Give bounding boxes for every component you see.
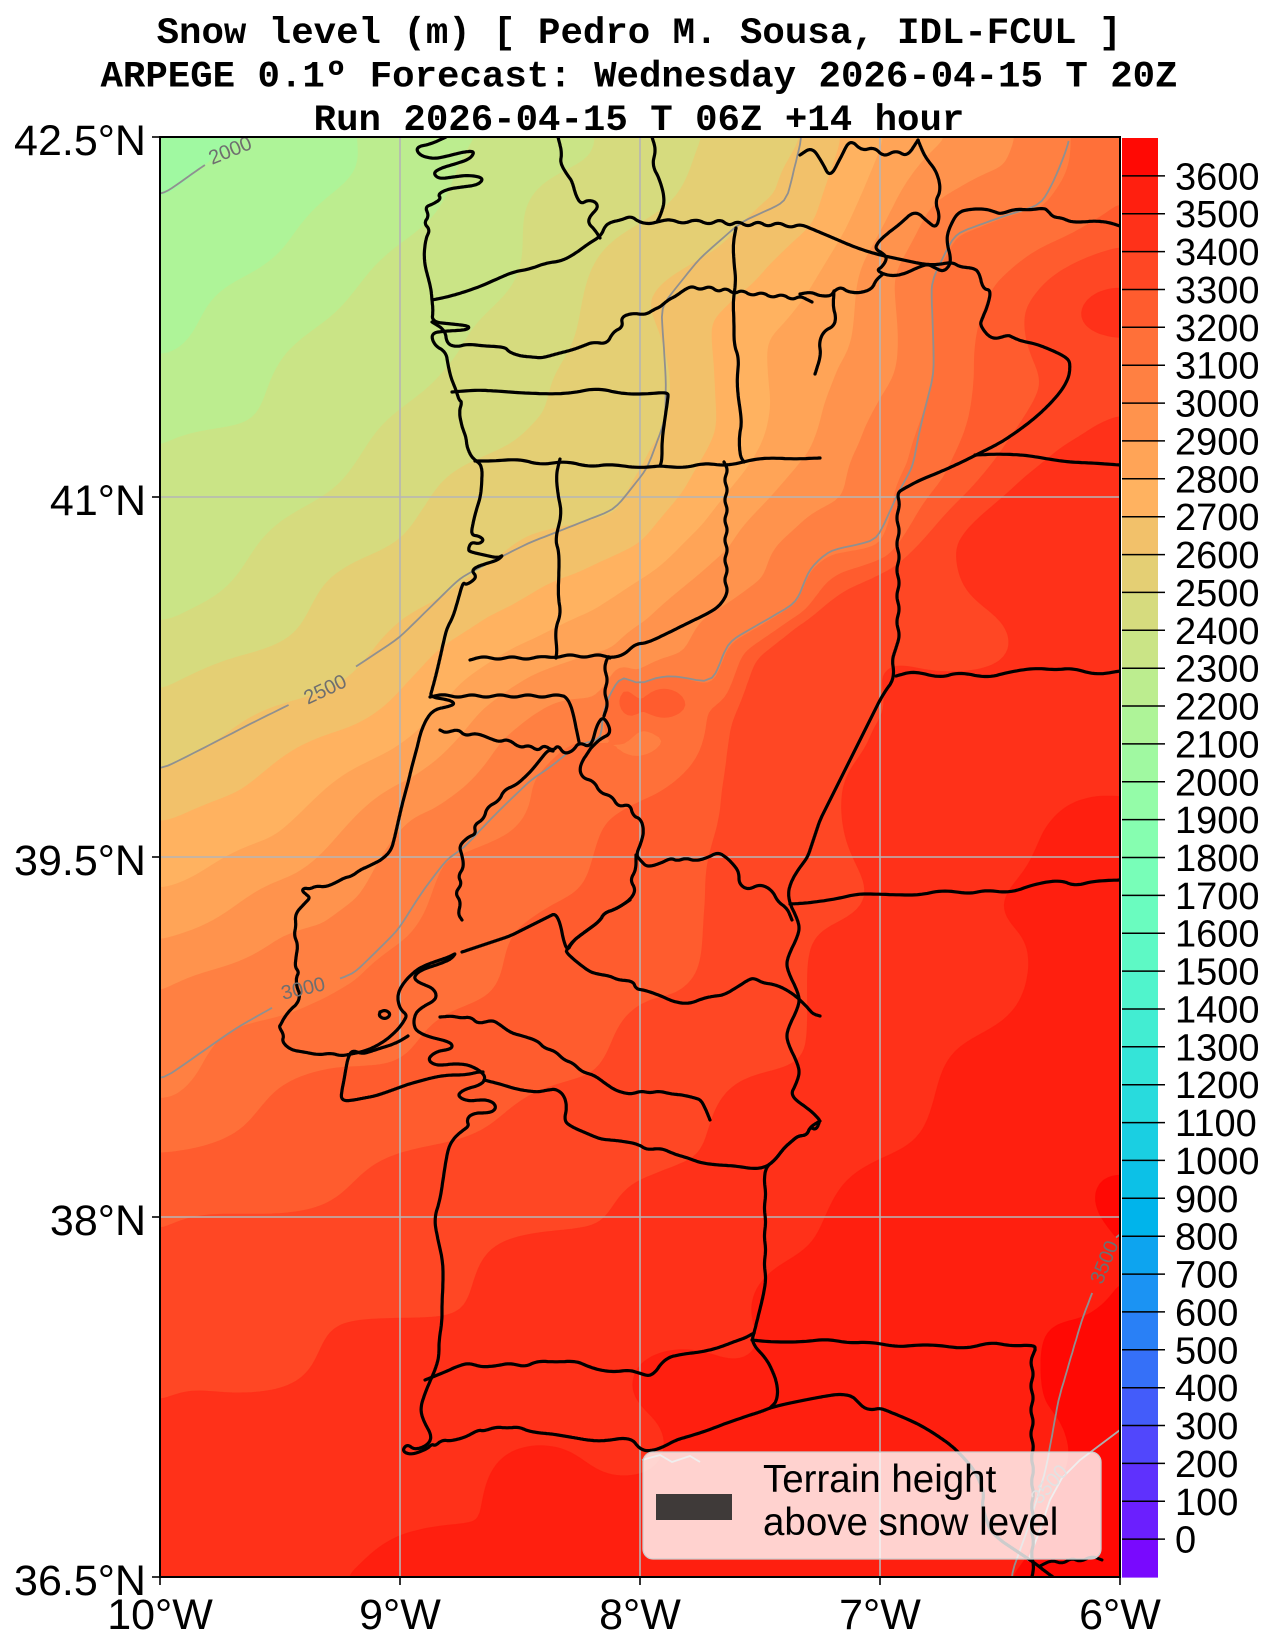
svg-text:800: 800 bbox=[1175, 1217, 1238, 1259]
svg-text:3200: 3200 bbox=[1175, 308, 1260, 350]
svg-text:3300: 3300 bbox=[1175, 270, 1260, 312]
svg-text:600: 600 bbox=[1175, 1292, 1238, 1334]
svg-text:1300: 1300 bbox=[1175, 1027, 1260, 1069]
svg-text:ARPEGE 0.1º Forecast: Wednesda: ARPEGE 0.1º Forecast: Wednesday 2026-04-… bbox=[100, 57, 1177, 99]
svg-text:39.5°N: 39.5°N bbox=[14, 837, 146, 885]
svg-text:1600: 1600 bbox=[1175, 914, 1260, 956]
svg-text:Terrain height: Terrain height bbox=[763, 1458, 997, 1501]
svg-text:1500: 1500 bbox=[1175, 952, 1260, 994]
svg-text:700: 700 bbox=[1175, 1255, 1238, 1297]
svg-text:100: 100 bbox=[1175, 1482, 1238, 1524]
svg-text:36.5°N: 36.5°N bbox=[14, 1557, 146, 1605]
svg-text:41°N: 41°N bbox=[50, 477, 146, 525]
svg-text:Snow level (m) [ Pedro M. Sous: Snow level (m) [ Pedro M. Sousa, IDL-FCU… bbox=[157, 13, 1122, 55]
svg-text:3000: 3000 bbox=[1175, 384, 1260, 426]
svg-text:2700: 2700 bbox=[1175, 497, 1260, 539]
svg-text:3500: 3500 bbox=[1175, 194, 1260, 236]
svg-text:1000: 1000 bbox=[1175, 1141, 1260, 1183]
svg-text:200: 200 bbox=[1175, 1444, 1238, 1486]
svg-text:900: 900 bbox=[1175, 1179, 1238, 1221]
svg-text:Run 2026-04-15 T 06Z +14 hour: Run 2026-04-15 T 06Z +14 hour bbox=[314, 100, 965, 142]
svg-text:2300: 2300 bbox=[1175, 649, 1260, 691]
svg-text:2100: 2100 bbox=[1175, 724, 1260, 766]
svg-text:1900: 1900 bbox=[1175, 800, 1260, 842]
svg-text:10°W: 10°W bbox=[107, 1591, 213, 1639]
svg-text:2600: 2600 bbox=[1175, 535, 1260, 577]
svg-text:1200: 1200 bbox=[1175, 1065, 1260, 1107]
svg-text:3400: 3400 bbox=[1175, 232, 1260, 274]
svg-text:8°W: 8°W bbox=[599, 1591, 681, 1639]
svg-text:above snow level: above snow level bbox=[763, 1501, 1058, 1544]
svg-text:1700: 1700 bbox=[1175, 876, 1260, 918]
svg-text:2500: 2500 bbox=[1175, 573, 1260, 615]
svg-text:0: 0 bbox=[1175, 1520, 1196, 1562]
svg-text:2200: 2200 bbox=[1175, 687, 1260, 729]
svg-text:2000: 2000 bbox=[1175, 762, 1260, 804]
svg-text:1100: 1100 bbox=[1175, 1103, 1257, 1145]
svg-text:6°W: 6°W bbox=[1079, 1591, 1161, 1639]
svg-text:300: 300 bbox=[1175, 1406, 1238, 1448]
svg-text:2800: 2800 bbox=[1175, 459, 1260, 501]
svg-text:9°W: 9°W bbox=[359, 1591, 441, 1639]
svg-text:400: 400 bbox=[1175, 1368, 1238, 1410]
svg-text:1400: 1400 bbox=[1175, 990, 1260, 1032]
svg-text:38°N: 38°N bbox=[50, 1197, 146, 1245]
svg-text:500: 500 bbox=[1175, 1330, 1238, 1372]
svg-text:3600: 3600 bbox=[1175, 156, 1260, 198]
svg-text:2900: 2900 bbox=[1175, 421, 1260, 463]
svg-text:2400: 2400 bbox=[1175, 611, 1260, 653]
svg-text:42.5°N: 42.5°N bbox=[14, 117, 146, 165]
svg-text:3100: 3100 bbox=[1175, 346, 1260, 388]
svg-text:7°W: 7°W bbox=[839, 1591, 921, 1639]
svg-text:1800: 1800 bbox=[1175, 838, 1260, 880]
